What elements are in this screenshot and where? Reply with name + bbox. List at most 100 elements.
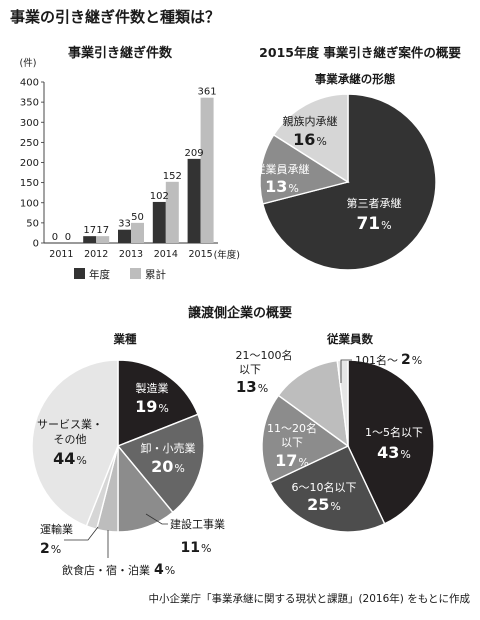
pie-industry: 業種 製造業 19% 卸・小売業 20% 建設工事業 11% 飲食店・宿・泊業 4… [31,332,225,578]
bar-y-tick-label: 300 [20,118,39,129]
bar-annual-2012 [83,236,97,243]
bar-value-label: 33 [118,219,131,230]
slice-label-21-100-line2: 以下 [239,363,261,376]
bar-value-label: 0 [52,232,58,243]
pie-slice-2 [261,394,350,484]
bar-cumulative-2012 [96,236,110,243]
slice-value-11-20: 17% [275,451,309,470]
bar-value-label: 361 [198,87,217,98]
slice-label-third-party: 第三者承継 [347,196,402,210]
bar-value-label: 17 [83,225,96,236]
bar-category-labels: 2011 2012 2013 2014 2015 [49,249,212,260]
pie-slice-2 [272,93,349,184]
slice-label-101: 101名〜 2% [355,352,422,368]
slice-value-transport: 2% [40,541,61,557]
slice-value-21-100: 13% [236,378,268,396]
pie-succession-slices [259,93,437,271]
slice-label-11-20: 11〜20名 [267,421,317,435]
bar-y-tick-label: 50 [26,218,39,229]
bar-category-label: 2011 [49,249,73,260]
slice-label-services-line2: その他 [54,433,87,446]
leader-line-construction [145,513,168,525]
bar-y-tick-label: 250 [20,138,39,149]
slice-value-construction: 11% [181,540,212,556]
bar-y-tick-label: 0 [33,239,39,250]
slice-value-1-5: 43% [377,443,411,462]
pie-succession-label-third: 第三者承継 71% [347,196,402,234]
pie-slice-1 [259,133,350,205]
bar-y-tick-label: 100 [20,198,39,209]
bar-category-label: 2013 [119,249,143,260]
bar-y-tick-label: 400 [20,78,39,89]
slice-value-manufacturing: 19% [135,397,169,416]
slice-label-family: 親族内承継 [283,114,338,128]
pie-slice-0 [347,359,435,525]
bar-x-axis-unit: (年度) [214,249,240,261]
slice-label-6-10: 6〜10名以下 [292,480,357,494]
bar-value-label: 17 [96,225,109,236]
pie-slice-3 [277,359,349,448]
slice-label-wholesale: 卸・小売業 [141,441,196,455]
pie-employees-slices [261,359,435,533]
slice-label-restaurant: 飲食店・宿・泊業 4% [62,562,175,578]
bar-y-tick-label: 350 [20,98,39,109]
pie-industry-title: 業種 [113,332,137,346]
slice-value-employee: 13% [265,177,299,196]
bar-value-label: 50 [131,212,144,223]
pie-employees: 従業員数 101名〜 2% 1〜5名以下 43% 6〜10名以下 25% 11〜2… [236,332,435,533]
pie-slice-1 [269,445,386,533]
slice-label-1-5: 1〜5名以下 [365,425,423,439]
bar-category-label: 2012 [84,249,108,260]
bar-y-tick-label: 150 [20,178,39,189]
bar-y-axis-label: (件) [20,57,37,69]
page-title: 事業の引き継ぎ件数と種類は？ [10,8,221,26]
leader-line-transport [64,526,99,541]
bar-bars [83,97,214,243]
pie-employees-title: 従業員数 [326,332,373,346]
slice-label-employee: 従業員承継 [255,162,310,176]
bar-chart-title: 事業引き継ぎ件数 [68,45,173,61]
legend-label-cumulative: 累計 [145,268,166,281]
bar-value-label: 152 [163,171,182,182]
pie-slice-5 [31,359,119,527]
legend-swatch-cumulative [130,268,141,279]
slice-label-manufacturing: 製造業 [136,381,169,395]
bar-value-label: 0 [65,232,71,243]
pie-slice-1 [116,413,205,514]
bar-category-label: 2015 [189,249,213,260]
pie-slice-0 [117,359,199,448]
pie-succession-form: 2015年度 事業引き継ぎ案件の概要 事業承継の形態 第三者承継 71% 従業員… [255,45,461,271]
bar-value-label: 209 [185,148,204,159]
pie-slice-0 [261,93,437,271]
slice-value-third-party: 71% [356,214,391,234]
source-note: 中小企業庁「事業承継に関する現状と課題」(2016年) をもとに作成 [148,593,470,605]
bar-annual-2014 [152,201,166,243]
slice-value-6-10: 25% [307,495,341,514]
leader-line-101 [340,359,352,383]
pie-succession-label-family: 親族内承継 16% [283,114,338,149]
pie-succession-label-employee: 従業員承継 13% [255,162,310,196]
bar-annual-2013 [118,229,131,243]
bar-cumulative-2014 [165,181,179,243]
slice-value-services: 44% [53,449,87,468]
bar-value-label: 102 [150,191,169,202]
slice-label-services: サービス業・ [37,418,103,431]
pie-succession-title: 事業承継の形態 [315,72,396,86]
slice-value-family: 16% [293,130,327,149]
slice-label-21-100: 21〜100名 [236,348,293,362]
bar-category-label: 2014 [154,249,178,260]
bar-cumulative-2015 [200,97,214,243]
slice-label-11-20-line2: 以下 [281,436,303,449]
transferor-section-header: 譲渡側企業の概要 [188,305,292,321]
pie-industry-slices [31,359,205,533]
bar-cumulative-2013 [131,222,144,243]
slice-label-transport: 運輸業 [40,522,73,536]
legend-swatch-annual [74,268,85,279]
bar-y-tick-label: 200 [20,158,39,169]
succession-section-header: 2015年度 事業引き継ぎ案件の概要 [259,45,461,60]
slice-value-wholesale: 20% [151,457,185,476]
legend-label-annual: 年度 [89,268,110,281]
